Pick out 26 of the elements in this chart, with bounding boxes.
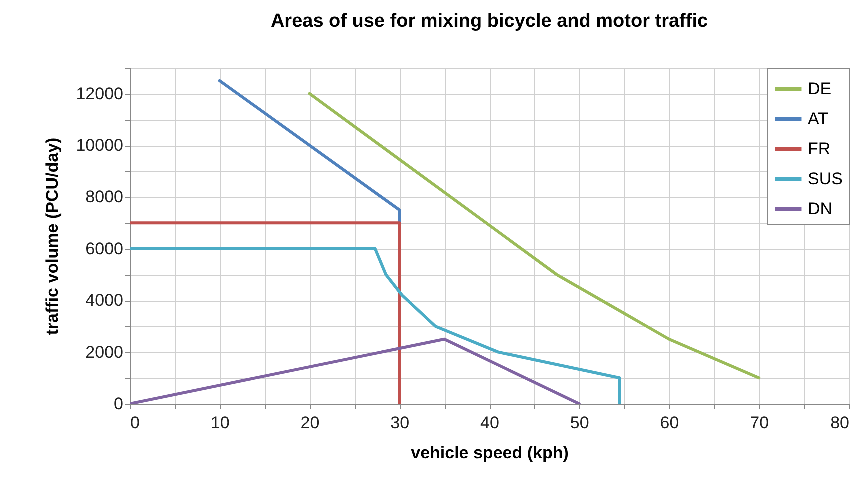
legend-label: FR [808, 140, 831, 158]
legend-label: AT [808, 110, 828, 128]
y-tick-label: 4000 [86, 291, 124, 310]
x-tick-label: 80 [830, 414, 850, 432]
chart-title: Areas of use for mixing bicycle and motor traffic [270, 11, 708, 32]
y-axis-title: traffic volume (PCU/day) [43, 138, 62, 336]
y-tick-label: 2000 [86, 342, 124, 362]
line-series [130, 247, 622, 404]
y-tick-label: 10000 [76, 136, 124, 156]
y-tick-label: 6000 [86, 239, 124, 258]
x-tick-label: 20 [300, 414, 320, 432]
y-tick-label: 8000 [86, 188, 124, 207]
legend-label: SUS [808, 170, 843, 188]
legend-label: DE [808, 80, 832, 98]
x-axis-title: vehicle speed (kph) [411, 444, 569, 462]
line-series [308, 92, 761, 380]
y-tick-label: 12000 [76, 84, 124, 104]
x-tick-label: 50 [570, 414, 590, 432]
x-tick-label: 10 [210, 414, 230, 432]
legend-label: DN [808, 200, 833, 218]
x-tick-label: 0 [130, 414, 140, 432]
x-tick-label: 60 [660, 414, 680, 432]
x-tick-label: 30 [390, 414, 410, 432]
y-tick-label: 0 [114, 394, 124, 414]
x-tick-label: 40 [480, 414, 500, 432]
x-tick-label: 70 [750, 414, 770, 432]
